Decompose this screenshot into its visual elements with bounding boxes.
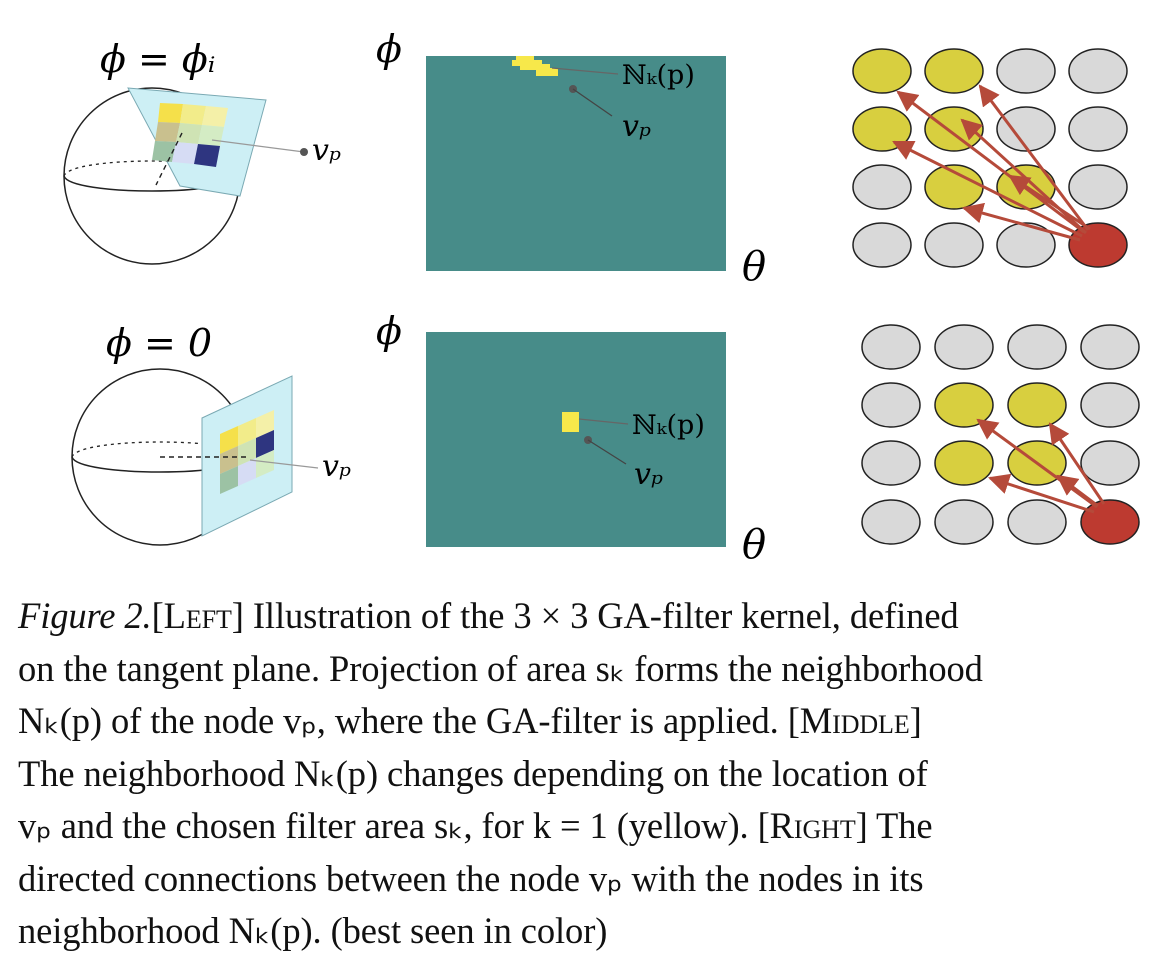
phi-axis-label: ϕ — [376, 309, 402, 353]
caption-line-5: vₚ and the chosen filter area sₖ, for k … — [18, 800, 1158, 853]
middle-bottom-panel: ϕ ℕₖ(p) vₚ θ — [376, 309, 766, 568]
caption-line-3: Nₖ(p) of the node vₚ, where the GA-filte… — [18, 695, 1158, 748]
node — [861, 324, 921, 370]
neighborhood-patch — [562, 412, 579, 432]
node — [1080, 440, 1140, 486]
radius-dashed — [155, 132, 183, 186]
kernel-grid — [220, 410, 274, 494]
node — [852, 164, 912, 210]
node-vp — [1080, 499, 1140, 545]
vp-leader-line — [249, 459, 319, 469]
node-neighbor — [1007, 382, 1067, 428]
left-bottom-panel: ϕ = 0 vₚ — [71, 321, 351, 546]
caption-text: Illustration of the 3 × 3 GA-filter kern… — [243, 595, 959, 636]
node — [934, 499, 994, 545]
directed-edges — [976, 418, 1106, 514]
theta-axis-label: θ — [742, 244, 766, 290]
node — [1080, 382, 1140, 428]
equirect-map — [426, 332, 726, 547]
node — [861, 440, 921, 486]
caption-line-1: Figure 2.[Left] Illustration of the 3 × … — [18, 590, 1158, 643]
left-tag: [Left] — [151, 595, 244, 636]
theta-axis-label: θ — [742, 522, 766, 568]
node — [1068, 106, 1128, 152]
vp-dot — [300, 148, 308, 156]
nk-label: ℕₖ(p) — [622, 60, 695, 91]
caption-text: vₚ and the chosen filter area sₖ, for k … — [18, 805, 758, 846]
caption-line-7: neighborhood Nₖ(p). (best seen in color) — [18, 910, 608, 951]
node-neighbor — [934, 440, 994, 486]
sphere-equator-back — [71, 441, 249, 458]
vp-label: vₚ — [622, 109, 651, 144]
node — [861, 499, 921, 545]
node — [996, 48, 1056, 94]
middle-top-panel: ϕ ℕₖ(p) vₚ θ — [376, 27, 766, 290]
node-neighbor — [924, 106, 984, 152]
right-bottom-panel — [861, 324, 1140, 545]
nk-leader-line — [551, 67, 619, 75]
caption-text: Nₖ(p) of the node vₚ, where the GA-filte… — [18, 700, 788, 741]
caption-line-2: on the tangent plane. Projection of area… — [18, 647, 983, 689]
node — [1068, 48, 1128, 94]
right-top-panel — [852, 48, 1128, 268]
phi-zero-label: ϕ = 0 — [106, 321, 212, 365]
left-top-panel: ϕ = ϕᵢ vₚ — [63, 37, 341, 265]
nk-label: ℕₖ(p) — [632, 410, 705, 441]
node-neighbor — [852, 106, 912, 152]
figure-caption: Figure 2.[Left] Illustration of the 3 × … — [18, 590, 1158, 958]
node — [924, 222, 984, 268]
node — [1007, 499, 1067, 545]
node-vp — [1068, 222, 1128, 268]
nk-leader-line — [578, 418, 629, 425]
caption-line-4: The neighborhood Nₖ(p) changes depending… — [18, 752, 928, 794]
vp-leader-line — [572, 88, 613, 117]
caption-text: The — [867, 805, 933, 846]
caption-line-6: directed connections between the node vₚ… — [18, 857, 924, 899]
vp-label: vₚ — [312, 133, 341, 168]
figure-label: Figure 2. — [18, 595, 152, 636]
phi-i-label: ϕ = ϕᵢ — [100, 37, 215, 81]
right-tag: [Right] — [757, 805, 868, 846]
node — [852, 222, 912, 268]
node — [861, 382, 921, 428]
neighborhood-patch — [512, 56, 558, 76]
node — [1007, 324, 1067, 370]
node — [996, 222, 1056, 268]
vp-label: vₚ — [322, 449, 351, 484]
sphere-equator-back — [63, 160, 241, 177]
figure-panels: ϕ = ϕᵢ vₚ ϕ = 0 — [63, 27, 1140, 568]
node-neighbor — [934, 382, 994, 428]
vp-leader-line — [211, 139, 305, 153]
phi-axis-label: ϕ — [376, 27, 402, 71]
vp-leader-line — [587, 439, 627, 465]
node-neighbor — [852, 48, 912, 94]
node — [1080, 324, 1140, 370]
node — [934, 324, 994, 370]
node-neighbor — [924, 48, 984, 94]
middle-tag: [Middle] — [787, 700, 922, 741]
kernel-grid — [152, 103, 228, 167]
node — [1068, 164, 1128, 210]
node — [996, 106, 1056, 152]
directed-edges — [892, 84, 1091, 242]
vp-label: vₚ — [634, 457, 663, 492]
